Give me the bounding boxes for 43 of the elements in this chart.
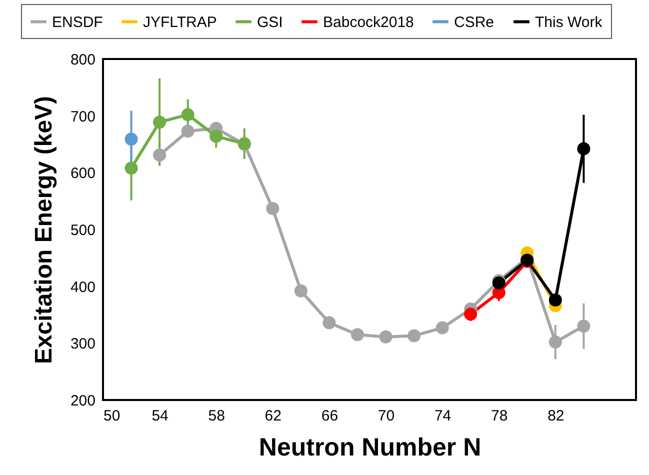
y-tick-label: 300	[70, 336, 96, 353]
point	[210, 130, 223, 143]
point	[577, 320, 590, 333]
point	[436, 321, 449, 334]
y-tick-label: 600	[70, 165, 96, 182]
point	[124, 132, 138, 146]
point	[181, 108, 194, 122]
point	[577, 142, 590, 156]
point	[153, 148, 166, 162]
x-tick-label: 54	[152, 408, 168, 424]
y-tick-label: 500	[70, 222, 96, 239]
x-tick-label: 58	[208, 408, 225, 424]
y-tick-label: 700	[70, 108, 96, 126]
x-tick-label: 62	[264, 408, 282, 424]
x-tick-label: 82	[548, 408, 564, 424]
point	[294, 284, 308, 298]
x-tick-label: 50	[104, 408, 120, 424]
y-tick-label: 800	[70, 52, 96, 68]
legend-label: ENSDF	[52, 14, 103, 31]
point	[548, 293, 562, 306]
point	[124, 162, 138, 175]
x-tick-label: 70	[378, 408, 395, 424]
legend-label: Babcock2018	[323, 14, 414, 31]
point	[464, 308, 478, 321]
legend-label: GSI	[257, 14, 283, 31]
x-tick-label: 66	[321, 408, 338, 424]
y-tick-label: 200	[70, 392, 96, 410]
point	[322, 316, 336, 330]
x-tick-label: 78	[491, 408, 508, 424]
point	[408, 329, 421, 342]
point	[379, 330, 392, 344]
point	[548, 336, 562, 349]
legend-label: This Work	[535, 14, 603, 31]
x-tick-label: 74	[434, 408, 452, 424]
point	[181, 124, 194, 138]
x-axis-title: Neutron Number N	[258, 434, 482, 462]
point	[350, 328, 364, 342]
y-axis-title: Excitation Energy (keV)	[30, 96, 58, 364]
y-tick-label: 400	[70, 278, 96, 296]
point	[153, 116, 166, 129]
legend-label: JYFLTRAP	[143, 14, 217, 31]
legend-label: CSRe	[454, 14, 494, 31]
point	[266, 202, 280, 215]
